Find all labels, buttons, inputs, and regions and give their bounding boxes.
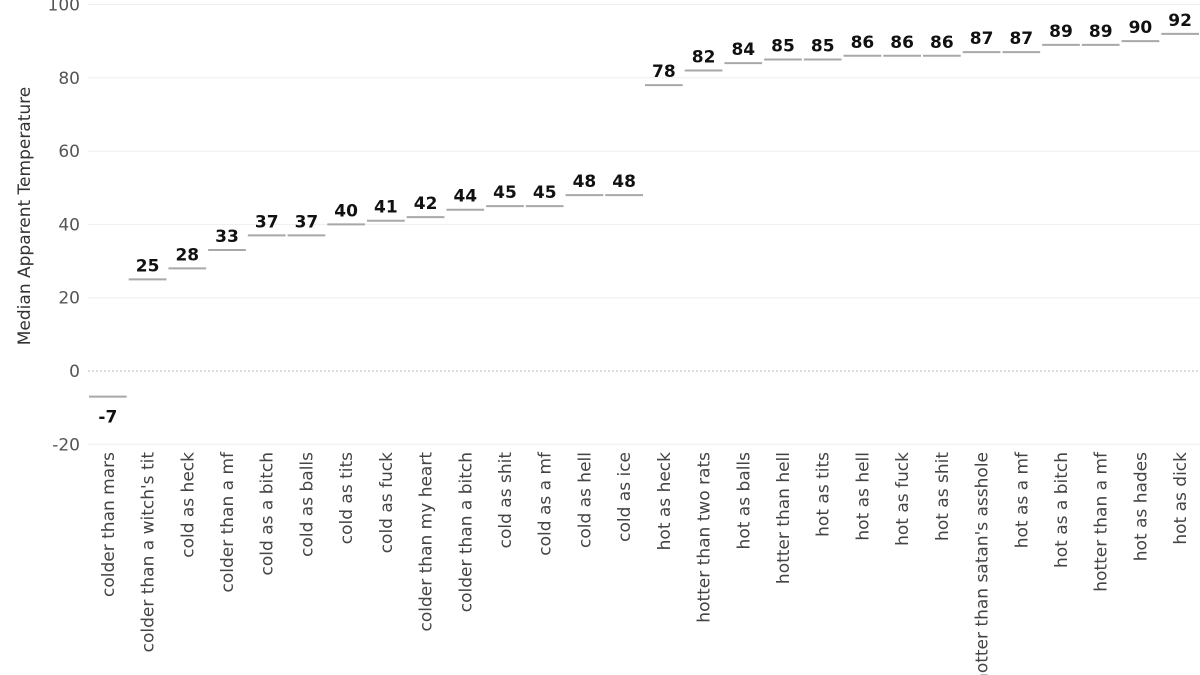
y-tick-label: 40	[58, 215, 80, 235]
category-label: hotter than hell	[774, 452, 794, 584]
data-label: 25	[136, 256, 160, 276]
data-label: 87	[970, 29, 994, 49]
category-label: hot as hell	[853, 452, 873, 541]
data-label: 86	[851, 33, 875, 53]
category-label: cold as shit	[496, 452, 516, 549]
data-label: 42	[414, 194, 438, 214]
data-label: 41	[374, 198, 398, 218]
category-label: cold as fuck	[377, 452, 397, 553]
category-label: hotter than satan's asshole	[973, 452, 993, 675]
category-label: hotter than a mf	[1092, 451, 1112, 592]
data-label: 89	[1089, 22, 1113, 42]
category-label: hot as shit	[933, 452, 953, 541]
data-label: 85	[811, 36, 835, 56]
category-label: cold as a mf	[536, 451, 556, 556]
data-label: 92	[1168, 11, 1192, 31]
y-tick-label: 60	[58, 142, 80, 162]
category-label: hotter than two rats	[695, 452, 715, 623]
category-label: colder than a witch's tit	[139, 452, 159, 653]
category-label: cold as tits	[337, 452, 357, 544]
category-label: colder than a bitch	[456, 452, 476, 612]
category-label: cold as ice	[615, 452, 635, 542]
category-label: hot as a bitch	[1052, 452, 1072, 568]
category-label: colder than mars	[99, 452, 119, 597]
y-tick-label: 20	[58, 289, 80, 309]
data-label: 86	[930, 33, 954, 53]
data-label: 28	[175, 245, 199, 265]
category-label: hot as heck	[655, 452, 675, 551]
data-label: 48	[573, 172, 597, 192]
data-label: 37	[295, 212, 319, 232]
data-label: -7	[98, 408, 117, 428]
marks	[89, 32, 1199, 398]
category-label: hot as balls	[734, 452, 754, 550]
data-label: 85	[771, 36, 795, 56]
category-label: hot as dick	[1171, 452, 1191, 545]
category-label: cold as balls	[297, 452, 317, 557]
category-label: hot as fuck	[893, 452, 913, 546]
category-label: hot as hades	[1131, 452, 1151, 561]
category-label: cold as hell	[575, 452, 595, 548]
y-tick-label: 0	[69, 362, 80, 382]
y-tick-label: 80	[58, 69, 80, 89]
data-label: 40	[334, 201, 358, 221]
data-label: 44	[453, 187, 477, 207]
y-tick-label: -20	[52, 435, 80, 455]
data-label: 89	[1049, 22, 1073, 42]
category-label: colder than a mf	[218, 451, 238, 593]
category-label: colder than my heart	[417, 452, 437, 632]
y-axis-ticks: -20 0 20 40 60 80 100	[48, 0, 80, 455]
y-axis-title: Median Apparent Temperature	[15, 87, 35, 345]
grid-lines	[88, 4, 1200, 445]
category-labels: colder than mars colder than a witch's ti…	[99, 451, 1191, 675]
data-label: 90	[1129, 18, 1153, 38]
data-label: 37	[255, 212, 279, 232]
category-label: cold as heck	[178, 452, 198, 558]
data-label: 78	[652, 62, 676, 82]
data-label: 86	[890, 33, 914, 53]
data-label: 84	[731, 40, 755, 60]
category-label: cold as a bitch	[258, 452, 278, 575]
y-tick-label: 100	[48, 0, 80, 16]
category-label: hot as a mf	[1012, 451, 1032, 548]
data-label: 82	[692, 47, 716, 67]
data-labels: -7 25 28 33 37 37 40 41 42 44 45 45 48 48 78 82 84 85 85 86…	[98, 11, 1192, 428]
data-label: 48	[612, 172, 636, 192]
data-label: 33	[215, 227, 239, 247]
data-label: 87	[1009, 29, 1033, 49]
data-label: 45	[533, 183, 557, 203]
data-label: 45	[493, 183, 517, 203]
category-label: hot as tits	[814, 452, 834, 537]
